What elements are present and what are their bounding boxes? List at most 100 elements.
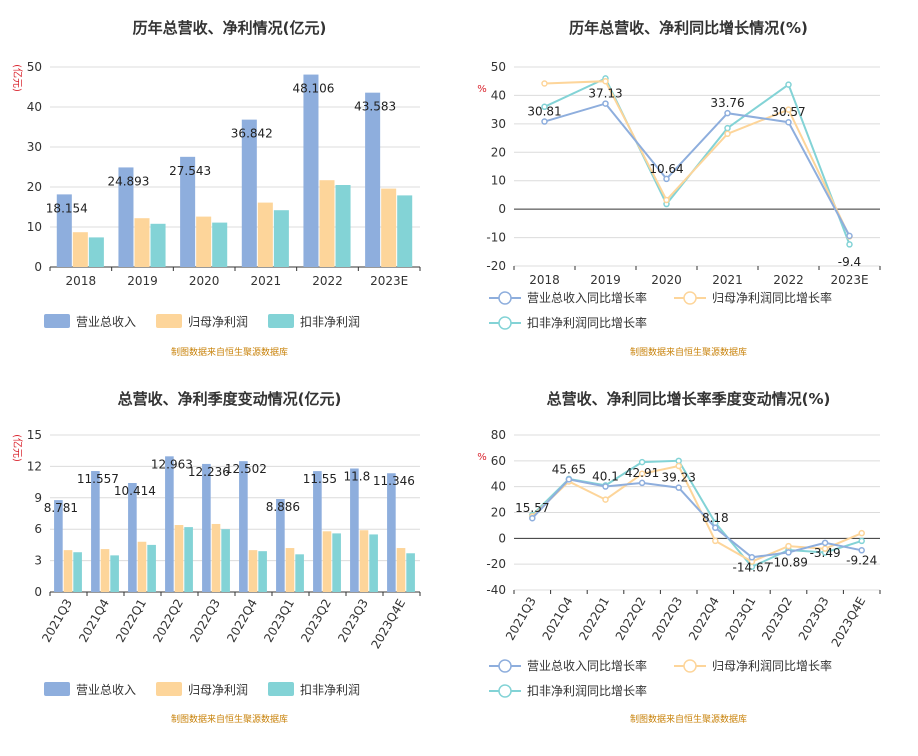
x-tick-label: 2020 bbox=[189, 274, 220, 288]
y-tick-label: 0 bbox=[34, 585, 42, 599]
legend-label: 营业总收入 bbox=[76, 683, 136, 697]
point-deducted-profit bbox=[858, 537, 865, 545]
x-tick-label: 2021 bbox=[712, 273, 743, 287]
y-tick-label: 9 bbox=[34, 491, 42, 505]
bar-revenue bbox=[202, 463, 211, 592]
bar-deducted-profit bbox=[110, 555, 119, 592]
bar-revenue bbox=[350, 468, 359, 592]
bar-net-profit bbox=[196, 216, 212, 267]
x-tick-label: 2021 bbox=[251, 274, 282, 288]
data-label: -3.49 bbox=[810, 546, 841, 560]
bar-deducted-profit bbox=[273, 210, 289, 267]
data-label: 40.1 bbox=[592, 470, 619, 484]
bar-net-profit bbox=[381, 188, 397, 267]
point-revenue bbox=[785, 118, 792, 126]
y-tick-label: -20 bbox=[486, 259, 506, 273]
point-net-profit bbox=[638, 470, 646, 477]
bar-deducted-profit bbox=[258, 551, 267, 592]
point-revenue bbox=[724, 109, 731, 117]
bar-revenue bbox=[91, 471, 100, 592]
bar-deducted-profit bbox=[332, 533, 341, 592]
point-net-profit bbox=[785, 542, 792, 550]
legend-label: 归母净利润同比增长率 bbox=[712, 658, 832, 673]
legend-label: 营业总收入 bbox=[76, 315, 136, 329]
y-tick-label: 15 bbox=[27, 428, 42, 442]
y-tick-label: 30 bbox=[27, 140, 42, 154]
legend-label: 扣非净利润 bbox=[300, 683, 360, 697]
point-deducted-profit bbox=[638, 458, 646, 466]
bar-net-profit bbox=[322, 531, 332, 592]
chart-title: 总营收、净利同比增长率季度变动情况(%) bbox=[547, 390, 831, 408]
bar-deducted-profit bbox=[335, 185, 351, 267]
data-label: 45.65 bbox=[552, 462, 586, 476]
data-label: 30.81 bbox=[527, 105, 561, 119]
data-label: -14.67 bbox=[733, 560, 772, 574]
x-tick-label: 2022Q3 bbox=[187, 597, 223, 645]
chart-annual-revenue-profit-svg: 历年总营收、净利情况(亿元) (亿元) 0 10 20 30 40 50 2018 2019 202… bbox=[11, 19, 421, 358]
x-tick-label: 2023Q4E bbox=[368, 597, 408, 652]
bar-revenue bbox=[276, 498, 285, 592]
data-label: 11.55 bbox=[303, 472, 337, 486]
y-tick-label: 50 bbox=[27, 60, 42, 74]
legend-swatch-net-profit bbox=[156, 314, 182, 328]
y-tick-label: 20 bbox=[27, 180, 42, 194]
legend-swatch-revenue bbox=[44, 682, 70, 696]
x-tick-label: 2023E bbox=[830, 273, 868, 287]
x-tick-label: 2018 bbox=[66, 274, 97, 288]
y-tick-label: 12 bbox=[27, 459, 42, 473]
y-axis-unit: % bbox=[477, 84, 487, 95]
x-tick-label: 2021Q4 bbox=[76, 597, 112, 645]
x-tick-label: 2019 bbox=[590, 273, 621, 287]
x-tick-label: 2022Q2 bbox=[150, 597, 186, 645]
bar-revenue bbox=[241, 119, 257, 267]
y-tick-label: -20 bbox=[486, 557, 506, 571]
bar-net-profit bbox=[248, 550, 258, 592]
y-tick-label: 40 bbox=[491, 480, 506, 494]
bar-net-profit bbox=[174, 525, 184, 592]
bar-net-profit bbox=[100, 549, 110, 592]
bar-net-profit bbox=[396, 548, 406, 592]
point-revenue bbox=[675, 484, 682, 491]
legend-label: 扣非净利润同比增长率 bbox=[527, 315, 647, 330]
source-note: 制图数据来自恒生聚源数据库 bbox=[171, 713, 288, 725]
bar-revenue bbox=[54, 500, 63, 592]
point-deducted-profit bbox=[675, 457, 682, 465]
source-note: 制图数据来自恒生聚源数据库 bbox=[630, 713, 747, 725]
x-tick-label: 2023E bbox=[370, 274, 408, 288]
chart-quarterly-growth-rate: 总营收、净利同比增长率季度变动情况(%)% -40 -20 0 20 40 60 80 2021… bbox=[459, 378, 918, 756]
y-tick-label: 0 bbox=[498, 202, 506, 216]
point-revenue bbox=[565, 476, 573, 483]
y-tick-label: 3 bbox=[34, 554, 42, 568]
bar-net-profit bbox=[257, 202, 273, 267]
x-tick-label: 2023Q2 bbox=[298, 597, 334, 645]
x-tick-label: 2022Q2 bbox=[613, 595, 649, 643]
bar-net-profit bbox=[359, 530, 369, 592]
x-tick-label: 2022 bbox=[312, 274, 343, 288]
source-note: 制图数据来自恒生聚源数据库 bbox=[630, 346, 747, 358]
data-label: 37.13 bbox=[588, 87, 622, 101]
point-net-profit bbox=[821, 545, 829, 552]
bar-net-profit bbox=[72, 232, 88, 267]
data-label: 12.236 bbox=[188, 465, 230, 479]
chart-annual-revenue-profit: 历年总营收、净利情况(亿元) (亿元) 0 10 20 30 40 50 2018 2019 202… bbox=[0, 0, 459, 378]
data-label: 11.346 bbox=[373, 474, 415, 488]
y-tick-label: 10 bbox=[491, 174, 506, 188]
legend-label: 归母净利润 bbox=[188, 315, 248, 329]
bar-revenue bbox=[387, 473, 396, 592]
legend-label: 归母净利润 bbox=[188, 683, 248, 697]
x-tick-label: 2022Q1 bbox=[576, 595, 612, 643]
point-deducted-profit bbox=[785, 81, 792, 88]
y-axis-unit: (亿元) bbox=[11, 434, 24, 462]
data-label: 10.414 bbox=[114, 484, 156, 498]
point-revenue bbox=[712, 524, 719, 532]
y-tick-label: 0 bbox=[498, 531, 506, 545]
legend-marker-net-profit bbox=[683, 291, 697, 305]
legend-label: 扣非净利润 bbox=[300, 315, 360, 329]
legend-marker-deducted-profit bbox=[498, 684, 512, 698]
data-label: 12.502 bbox=[225, 462, 267, 476]
legend-swatch-net-profit bbox=[156, 682, 182, 696]
x-tick-label: 2023Q3 bbox=[796, 595, 832, 643]
data-label: -9.24 bbox=[846, 553, 877, 567]
chart-annual-growth-rate-svg: 历年总营收、净利同比增长情况(%)% -20 -10 0 10 20 30 40 50 2018 2… bbox=[477, 19, 881, 358]
line-revenue bbox=[531, 478, 862, 559]
